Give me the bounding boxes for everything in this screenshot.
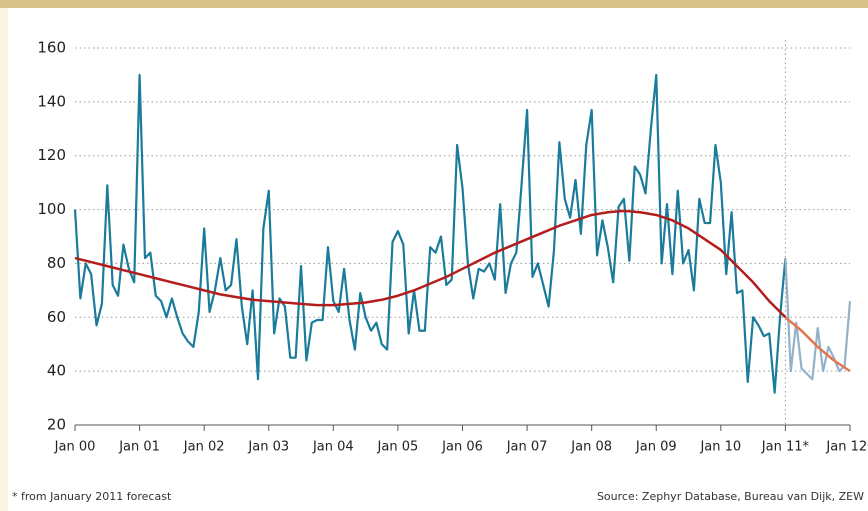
y-tick-label: 60 (47, 308, 66, 326)
x-tick-label: Jan 03 (247, 440, 289, 455)
x-tick-label: Jan 04 (312, 440, 354, 455)
series-line (784, 316, 851, 373)
y-tick-label: 120 (37, 146, 66, 164)
x-tick-label: Jan 08 (570, 440, 612, 455)
series-line (74, 209, 787, 319)
x-tick-label: Jan 00 (54, 440, 96, 455)
y-tick-label: 20 (47, 416, 66, 434)
x-tick-label: Jan 12* (825, 440, 868, 455)
y-tick-label: 140 (37, 92, 66, 110)
y-tick-label: 100 (37, 200, 66, 218)
y-tick-label: 40 (47, 362, 66, 380)
panel (8, 8, 868, 511)
x-tick-label: Jan 10 (699, 440, 741, 455)
y-tick-label: 80 (47, 254, 66, 272)
x-tick-label: Jan 07 (506, 440, 548, 455)
source: Source: Zephyr Database, Bureau van Dijk… (597, 490, 864, 503)
x-tick-label: Jan 05 (377, 440, 419, 455)
x-tick-label: Jan 02 (183, 440, 225, 455)
x-tick-label: Jan 11* (761, 440, 810, 455)
y-tick-label: 160 (37, 39, 66, 57)
x-tick-label: Jan 06 (441, 440, 483, 455)
series-line (784, 257, 852, 381)
top-band (0, 0, 868, 8)
x-tick-label: Jan 09 (635, 440, 677, 455)
footnote: * from January 2011 forecast (12, 490, 172, 503)
series-line (73, 73, 787, 394)
x-tick-label: Jan 01 (118, 440, 160, 455)
